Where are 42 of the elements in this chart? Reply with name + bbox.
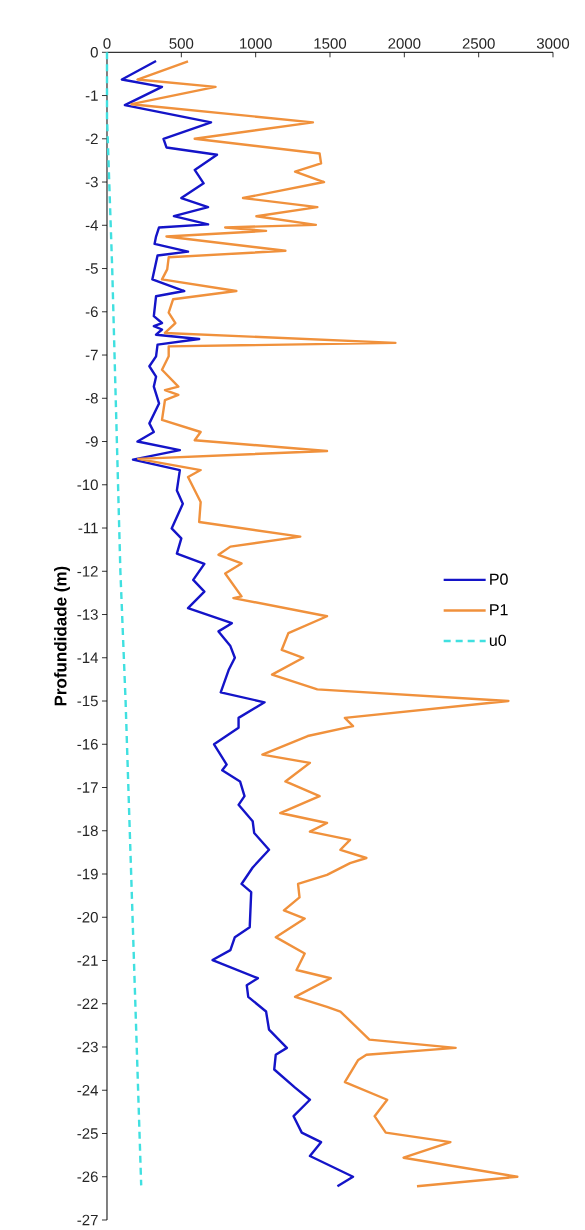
x-tick-label: 1000 bbox=[240, 38, 272, 49]
line-series bbox=[130, 60, 519, 1188]
y-tick-label: -18 bbox=[77, 825, 98, 837]
y-tick-label: -25 bbox=[77, 1128, 98, 1139]
y-axis-title: Profundidade (m) bbox=[54, 566, 70, 706]
x-tick-label: 2500 bbox=[462, 38, 495, 49]
y-tick-label: -1 bbox=[85, 90, 98, 101]
y-tick-label: -26 bbox=[77, 1171, 98, 1183]
y-tick-label: -11 bbox=[78, 522, 98, 534]
line-series bbox=[120, 59, 355, 1188]
y-tick-label: -16 bbox=[77, 738, 98, 750]
x-tick-label: 1500 bbox=[314, 38, 347, 49]
y-tick-label: -9 bbox=[85, 436, 98, 447]
x-tick-label: 3000 bbox=[536, 38, 570, 49]
y-tick-label: -21 bbox=[77, 955, 98, 966]
y-tick-label: -23 bbox=[77, 1041, 98, 1053]
y-tick-label: -13 bbox=[77, 609, 98, 620]
y-tick-label: -5 bbox=[85, 263, 98, 274]
y-tick-label: 0 bbox=[90, 46, 98, 58]
legend-label: P1 bbox=[490, 604, 508, 616]
y-tick-label: -24 bbox=[77, 1085, 99, 1096]
x-tick-label: 0 bbox=[103, 38, 111, 49]
y-tick-label: -6 bbox=[85, 306, 98, 318]
y-tick-label: -22 bbox=[77, 998, 98, 1009]
y-tick-label: -15 bbox=[77, 695, 98, 707]
y-tick-label: -10 bbox=[77, 479, 98, 491]
x-tick-label: 500 bbox=[169, 38, 194, 49]
legend-label: P0 bbox=[490, 573, 508, 585]
y-tick-label: -4 bbox=[85, 220, 99, 231]
y-tick-label: -8 bbox=[85, 392, 98, 404]
y-tick-label: -27 bbox=[77, 1214, 98, 1226]
y-tick-label: -12 bbox=[77, 566, 98, 577]
y-tick-label: -14 bbox=[77, 652, 99, 663]
legend-label: u0 bbox=[489, 634, 507, 647]
y-tick-label: -19 bbox=[77, 868, 98, 880]
y-tick-label: -20 bbox=[77, 911, 98, 923]
x-tick-label: 2000 bbox=[388, 38, 421, 49]
y-tick-label: -7 bbox=[85, 349, 98, 361]
y-tick-label: -3 bbox=[85, 176, 98, 188]
line-series bbox=[105, 51, 143, 1187]
y-tick-label: -2 bbox=[85, 133, 98, 145]
y-tick-label: -17 bbox=[77, 782, 98, 793]
